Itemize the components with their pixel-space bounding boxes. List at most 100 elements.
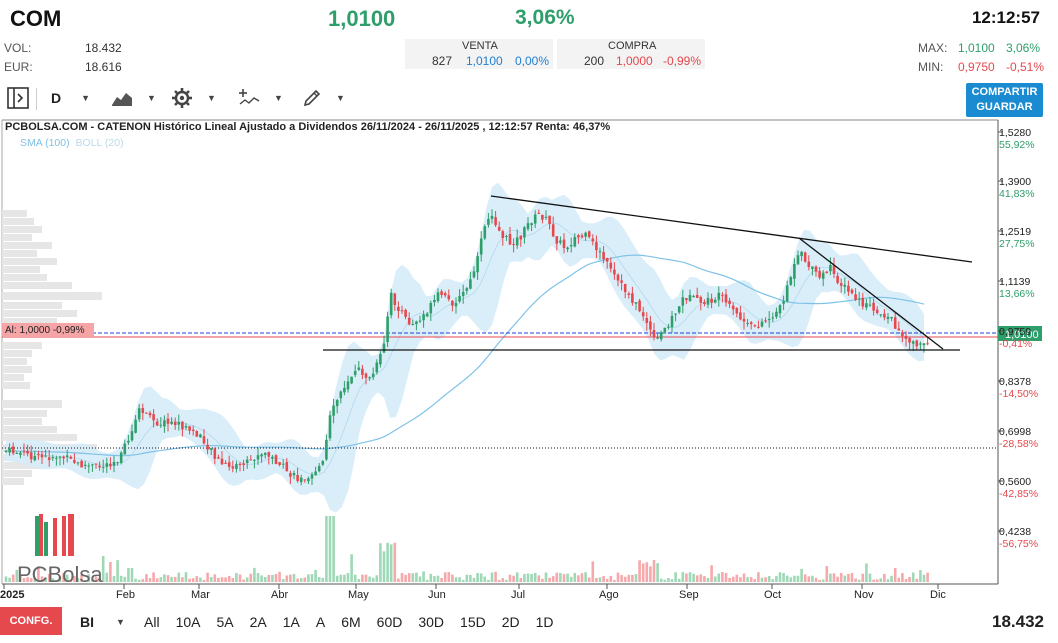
volume-bar: [429, 573, 433, 582]
candle-body: [278, 462, 281, 465]
candle-body: [746, 322, 749, 324]
candle-body: [623, 283, 627, 292]
candle-body: [807, 261, 811, 267]
volume-bar: [523, 573, 526, 582]
candle-body: [22, 451, 26, 453]
candle-body: [137, 408, 141, 420]
range-button-2a[interactable]: 2A: [249, 614, 267, 630]
volume-bar: [177, 572, 181, 582]
candle-body: [566, 247, 569, 250]
volume-bar: [476, 572, 479, 582]
volume-bar: [33, 578, 37, 582]
candle-body: [307, 478, 310, 482]
share-save-button[interactable]: COMPARTIR GUARDAR: [966, 83, 1043, 117]
volume-bar: [634, 574, 638, 582]
volume-bar: [663, 579, 667, 582]
volume-bar: [256, 573, 260, 582]
range-button-5a[interactable]: 5A: [216, 614, 234, 630]
candle-body: [98, 465, 101, 468]
chevron-down-icon: ▼: [274, 93, 283, 103]
candle-body: [695, 294, 699, 298]
candle-body: [15, 453, 19, 455]
y-tick-percent: -28,58%: [999, 438, 1038, 450]
candle-body: [487, 219, 490, 225]
candle-body: [875, 309, 879, 313]
y-tick-percent: -0,41%: [999, 338, 1032, 350]
volume-profile: [2, 210, 102, 485]
candle-body: [789, 277, 793, 285]
volume-bar: [890, 575, 893, 582]
candle-body: [188, 426, 191, 431]
range-button-60d[interactable]: 60D: [376, 614, 403, 630]
compra-qty: 200: [584, 54, 605, 68]
volume-bar: [231, 577, 235, 582]
candle-body: [415, 321, 418, 325]
trendline-upper[interactable]: [490, 195, 973, 263]
range-button-10a[interactable]: 10A: [175, 614, 201, 630]
volume-bar: [51, 578, 55, 582]
candle-body: [605, 258, 609, 262]
volume-bar: [793, 575, 796, 582]
sma-legend[interactable]: SMA (100): [20, 137, 70, 149]
candle-body: [742, 318, 746, 322]
save-label: GUARDAR: [976, 101, 1033, 113]
volume-bar: [631, 574, 634, 582]
volume-bar: [555, 572, 559, 582]
volume-bar: [15, 569, 19, 582]
config-button[interactable]: CONFG.: [0, 607, 62, 635]
range-button-6m[interactable]: 6M: [341, 614, 361, 630]
volume-bar: [490, 572, 494, 582]
volume-bar: [389, 544, 393, 582]
chart-type-selector[interactable]: ▼: [111, 86, 156, 110]
panel-toggle-button[interactable]: [6, 86, 30, 110]
range-button-2d[interactable]: 2D: [501, 614, 520, 630]
volume-bar: [94, 576, 98, 582]
max-label: MAX:: [918, 41, 948, 55]
boll-legend[interactable]: BOLL (20): [75, 137, 124, 149]
y-tick-price: 1,3900: [999, 176, 1031, 188]
volume-bar: [519, 578, 523, 582]
volume-bar: [285, 575, 289, 582]
volume-bar: [321, 577, 325, 582]
chart-mode-selector[interactable]: BI ▼: [80, 611, 125, 633]
candle-body: [47, 457, 51, 460]
volume-bar: [166, 575, 170, 582]
volume-bar: [109, 562, 112, 582]
candle-body: [371, 373, 375, 378]
range-button-1d[interactable]: 1D: [535, 614, 554, 630]
volume-bar: [4, 576, 8, 582]
chart-title: PCBOLSA.COM - CATENON Histórico Lineal A…: [5, 121, 611, 133]
period-selector[interactable]: D ▼: [51, 86, 90, 110]
drawing-tools-selector[interactable]: ▼: [302, 86, 345, 110]
range-button-a[interactable]: A: [315, 614, 326, 630]
volume-bar: [195, 576, 199, 582]
candle-body: [584, 232, 587, 237]
volume-bar: [609, 575, 613, 582]
range-button-30d[interactable]: 30D: [418, 614, 445, 630]
indicators-icon: [239, 89, 260, 105]
candle-body: [130, 431, 134, 441]
volume-bar: [749, 577, 753, 582]
range-button-15d[interactable]: 15D: [460, 614, 486, 630]
indicators-selector[interactable]: ▼: [238, 86, 283, 110]
volume-bar: [595, 578, 598, 582]
candle-body: [281, 463, 285, 465]
settings-selector[interactable]: ▼: [171, 86, 216, 110]
volume-bar: [638, 560, 641, 582]
trendline-descending[interactable]: [798, 237, 944, 350]
candle-body: [782, 301, 785, 304]
range-button-1a[interactable]: 1A: [282, 614, 300, 630]
candle-body: [753, 325, 757, 327]
range-button-all[interactable]: All: [144, 614, 160, 630]
candle-body: [616, 274, 620, 281]
alert-tag[interactable]: [2, 323, 94, 336]
candle-body: [87, 465, 91, 467]
candle-body: [256, 455, 260, 460]
volume-bar: [119, 575, 123, 582]
candle-body: [404, 309, 407, 317]
volume-bar: [350, 554, 353, 582]
volume-bar: [825, 566, 829, 582]
volume-bar: [206, 572, 209, 582]
candle-body: [325, 439, 328, 460]
